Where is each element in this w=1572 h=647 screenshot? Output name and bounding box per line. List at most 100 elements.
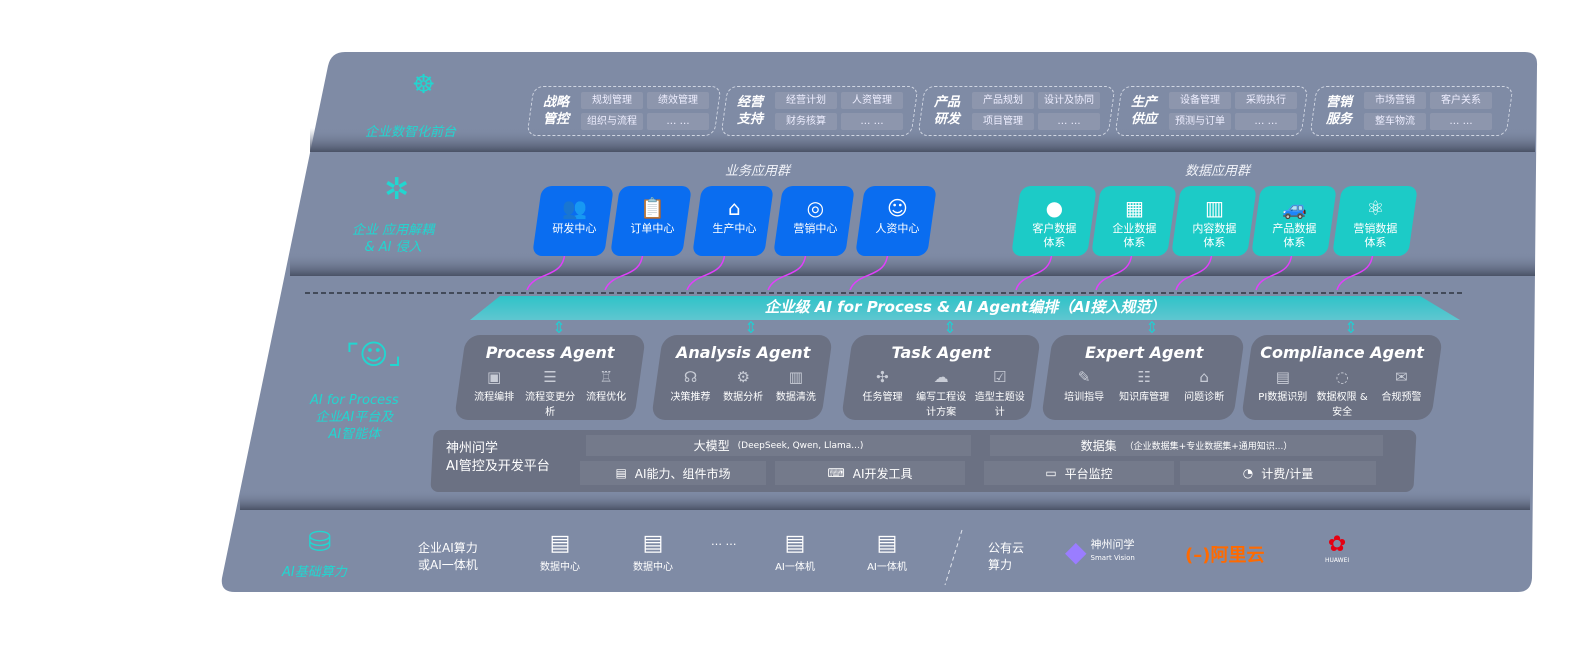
group-item[interactable]: 预测与订单 <box>1169 113 1231 130</box>
dataset-label: 数据集 <box>1080 439 1117 453</box>
tile-label: 营销中心 <box>793 222 838 235</box>
dataset-note: （企业数据集+专业数据集+通用知识...） <box>1124 442 1293 452</box>
compute-label: AI基础算力 <box>282 565 347 580</box>
tool-billing[interactable]: ◔ 计费/计量 <box>1180 461 1376 485</box>
business-group-title: 业务应用群 <box>725 164 791 179</box>
bidirectional-arrow-icon: ⇕ <box>1344 318 1358 337</box>
agent-capability: ▥ 数据清洗 <box>775 368 816 403</box>
group-item[interactable]: … … <box>841 113 903 130</box>
agent-card[interactable]: Compliance Agent ▤ PI数据识别 ◌ 数据权限 & 安全 ✉ 合规预警 <box>1241 335 1443 420</box>
agent-title: Analysis Agent <box>676 343 811 362</box>
group-item[interactable]: 客户关系 <box>1430 92 1492 109</box>
data-app-tile[interactable]: ⚛ 营销数据 体系 <box>1332 186 1418 256</box>
business-app-tile[interactable]: ☺ 人资中心 <box>855 186 937 256</box>
group-item[interactable]: 市场营销 <box>1364 92 1426 109</box>
group-item[interactable]: 组织与流程 <box>581 113 643 130</box>
capability-icon: ✉ <box>1395 368 1408 386</box>
server-icon: ▤ <box>784 531 806 556</box>
target-icon: ◎ <box>806 196 825 220</box>
tool-dev-label: AI开发工具 <box>852 466 913 481</box>
group-item[interactable]: 设备管理 <box>1169 92 1231 109</box>
capability-icon: ▣ <box>487 368 502 386</box>
group-item[interactable]: 设计及协同 <box>1038 92 1100 109</box>
capability-icon: ☊ <box>683 368 698 386</box>
business-app-tile[interactable]: 👥 研发中心 <box>532 186 614 256</box>
business-app-tile[interactable]: ◎ 营销中心 <box>773 186 855 256</box>
clipboard-icon: 📋 <box>639 196 665 220</box>
base-title-2: AI管控及开发平台 <box>446 459 550 474</box>
server-icon: ▤ <box>549 531 571 556</box>
group-title: 经营 支持 <box>737 95 764 127</box>
monitor-icon: ▭ <box>1045 466 1057 480</box>
agent-card[interactable]: Task Agent ✣ 任务管理 ☁ 编写工程设计方案 ☑ 造型主题设计 <box>841 335 1041 420</box>
server-icon: ▤ <box>642 531 664 556</box>
agent-capability: ☊ 决策推荐 <box>670 368 711 403</box>
smartvision-name: 神州问学 <box>1090 538 1135 551</box>
agent-capability: ☷ 知识库管理 <box>1119 368 1170 403</box>
agent-card[interactable]: Expert Agent ✎ 培训指导 ☷ 知识库管理 ⌂ 问题诊断 <box>1041 335 1245 420</box>
user-icon: ● <box>1045 196 1064 220</box>
capability-icon: ✣ <box>876 368 889 386</box>
agent-capability: ♖ 流程优化 <box>586 368 627 403</box>
cloud-label-1: 公有云 <box>988 541 1025 555</box>
tool-dev[interactable]: ⌨ AI开发工具 <box>775 461 965 485</box>
agent-capability: ☑ 造型主题设计 <box>974 368 1025 418</box>
server-item: ▤ 数据中心 <box>628 530 678 573</box>
group-item[interactable]: 经营计划 <box>775 92 837 109</box>
agent-card[interactable]: Process Agent ▣ 流程编排 ☰ 流程变更分析 ♖ 流程优化 <box>454 335 646 420</box>
group-item[interactable]: … … <box>647 113 709 130</box>
server-item: ▤ AI一体机 <box>770 530 820 573</box>
group-item[interactable]: 整车物流 <box>1364 113 1426 130</box>
business-app-tile[interactable]: 📋 订单中心 <box>610 186 692 256</box>
bidirectional-arrow-icon: ⇕ <box>943 318 957 337</box>
platform-label-2: 企业AI平台及 <box>315 410 394 425</box>
connector-arrow <box>1175 249 1213 291</box>
agent-capability: ⌂ 问题诊断 <box>1184 368 1225 403</box>
agent-capability: ◌ 数据权限 & 安全 <box>1316 368 1368 418</box>
agent-title: Compliance Agent <box>1260 343 1424 362</box>
connector-arrow <box>1095 249 1133 291</box>
building-icon: ▦ <box>1124 196 1144 220</box>
tile-label: 研发中心 <box>552 222 597 235</box>
tool-monitor[interactable]: ▭ 平台监控 <box>984 461 1174 485</box>
connector-arrow <box>849 249 889 291</box>
market-icon: ▤ <box>615 466 627 480</box>
group-item[interactable]: … … <box>1038 113 1100 130</box>
capability-icon: ▤ <box>1275 368 1290 386</box>
onprem-label-1: 企业AI算力 <box>418 541 478 555</box>
huawei-name: HUAWEI <box>1325 557 1350 564</box>
group-item[interactable]: 规划管理 <box>581 92 643 109</box>
ellipsis: … … <box>711 535 737 548</box>
tile-label: 客户数据 体系 <box>1032 222 1077 249</box>
model-note: (DeepSeek, Qwen, Llama...) <box>737 440 864 451</box>
factory-icon: ⌂ <box>728 196 741 220</box>
agent-capability: ☁ 编写工程设计方案 <box>916 368 967 418</box>
agent-card[interactable]: Analysis Agent ☊ 决策推荐 ⚙ 数据分析 ▥ 数据清洗 <box>651 335 833 420</box>
group-item[interactable]: 绩效管理 <box>647 92 709 109</box>
front-group: 经营 支持 经营计划 人资管理 财务核算… … <box>720 86 919 136</box>
connector-arrow <box>604 249 644 291</box>
data-app-tile[interactable]: ▥ 内容数据 体系 <box>1171 186 1257 256</box>
tool-market[interactable]: ▤ AI能力、组件市场 <box>580 461 766 485</box>
server-icon: ▤ <box>876 531 898 556</box>
group-item[interactable]: 产品规划 <box>972 92 1034 109</box>
huawei-logo: ✿ HUAWEI <box>1325 532 1350 565</box>
capability-icon: ☁ <box>933 368 949 386</box>
group-item[interactable]: 财务核算 <box>775 113 837 130</box>
data-app-tile[interactable]: ● 客户数据 体系 <box>1011 186 1097 256</box>
data-app-tile[interactable]: 🚙 产品数据 体系 <box>1251 186 1337 256</box>
capability-icon: ⌂ <box>1199 368 1209 386</box>
data-app-tile[interactable]: ▦ 企业数据 体系 <box>1091 186 1177 256</box>
capability-icon: ▥ <box>788 368 803 386</box>
business-app-tile[interactable]: ⌂ 生产中心 <box>692 186 774 256</box>
group-item[interactable]: 采购执行 <box>1235 92 1297 109</box>
group-item[interactable]: 项目管理 <box>972 113 1034 130</box>
group-item[interactable]: … … <box>1430 113 1492 130</box>
group-item[interactable]: 人资管理 <box>841 92 903 109</box>
agent-title: Task Agent <box>891 343 991 362</box>
tool-billing-label: 计费/计量 <box>1261 466 1314 481</box>
bidirectional-arrow-icon: ⇕ <box>1145 318 1159 337</box>
agent-capability: ☰ 流程变更分析 <box>525 368 576 418</box>
group-item[interactable]: … … <box>1235 113 1297 130</box>
bidirectional-arrow-icon: ⇕ <box>552 318 566 337</box>
